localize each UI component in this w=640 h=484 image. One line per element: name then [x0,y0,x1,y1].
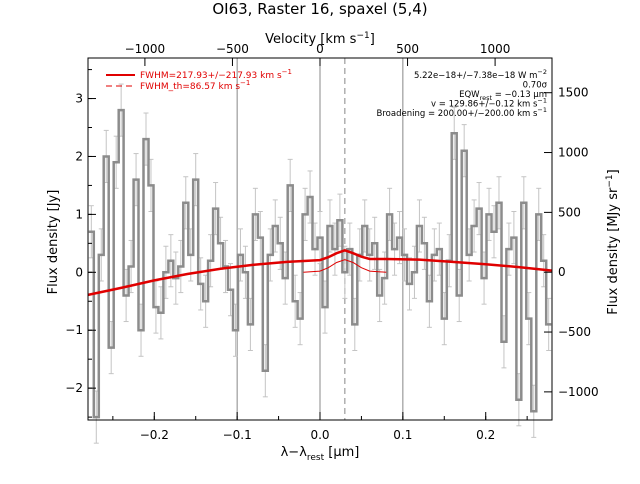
fit-annotation-sup-3: −1 [537,97,547,105]
plot-frame: −0.2 −0.1 0.0 0.1 0.2 −1000 −500 0 500 1000 −2 −1 0 1… [65,42,598,442]
top-tick-label: 500 [396,42,419,56]
legend-sup-1: −1 [240,79,250,87]
legend-sup-0: −1 [282,68,292,76]
x-tick-label: 0.0 [310,428,329,442]
top-tick-label: −500 [216,42,249,56]
fit-annotation-text-2: EQW [459,90,480,100]
y-tick-label: −2 [65,381,83,395]
fit-annotation-text-1: 0.70σ [523,81,548,91]
top-axis-label-text: Velocity [km s [265,32,357,47]
x-axis-label-sub: rest [307,453,325,463]
fit-line-continuum [87,248,553,297]
y-tick-label: 2 [75,149,83,163]
y-tick-label: 1 [75,207,83,221]
top-axis-label-end: ] [370,32,375,47]
legend-label-1: FWHM_th=86.57 km s [140,82,240,92]
y-axis-label-right-text: Flux density [MJy sr [606,187,621,315]
fit-annotation-2: EQWrest = −0.13 μm [459,90,547,102]
fit-annotation-text-3: v = 129.86+/−0.12 km s [431,100,538,110]
right-tick-label: 1500 [558,86,589,100]
x-tick-label: 0.1 [393,428,412,442]
chart-title: OI63, Raster 16, spaxel (5,4) [212,0,427,18]
right-tick-label: 500 [558,205,581,219]
fit-annotation-sup-0: −2 [537,68,547,76]
right-tick-label: −500 [558,325,591,339]
top-axis-label-sup: −1 [356,31,369,41]
y-axis-label-right-sup: −1 [605,174,615,187]
y-tick-label: 3 [75,92,83,106]
right-tick-label: 1000 [558,146,589,160]
fit-annotation-sup-4: −1 [537,106,547,114]
fit-annotation-1: 0.70σ [523,81,548,91]
y-axis-label-left: Flux density [Jy] [46,190,61,295]
fit-line-gaussian [303,259,387,273]
top-tick-label: 1000 [480,42,511,56]
x-axis-label: λ−λrest [μm] [281,445,360,463]
fit-annotation-text-4: Broadening = 200.00+/−200.00 km s [377,109,538,119]
flux-spectrum-step [88,108,552,419]
fit-annotation-sub-2: rest [480,94,493,102]
fit-annotation-3: v = 129.86+/−0.12 km s−1 [431,97,547,110]
y-axis-label-right: Flux density [MJy sr−1] [605,169,621,314]
legend: FWHM=217.93+/−217.93 km s−1FWHM_th=86.57… [106,68,292,92]
fit-annotation-tail-2: = −0.13 μm [492,90,547,100]
top-axis-label: Velocity [km s−1] [265,31,375,47]
y-tick-label: −1 [65,323,83,337]
fit-annotation-text-0: 5.22e−18+/−7.38e−18 W m [414,71,537,81]
top-tick-label: 0 [316,42,324,56]
legend-label-0: FWHM=217.93+/−217.93 km s [140,71,282,81]
top-tick-label: −1000 [125,42,166,56]
x-axis-label-unit: [μm] [324,445,359,460]
fit-annotation-4: Broadening = 200.00+/−200.00 km s−1 [377,106,547,119]
x-tick-label: −0.2 [140,428,169,442]
legend-entry-0: FWHM=217.93+/−217.93 km s−1 [140,68,292,81]
data-layer [87,58,553,444]
x-axis-label-text: λ−λ [281,445,308,460]
y-axis-label-right-end: ] [606,169,621,174]
fit-annotation-0: 5.22e−18+/−7.38e−18 W m−2 [414,68,547,81]
right-tick-label: −1000 [558,385,599,399]
legend-entry-1: FWHM_th=86.57 km s−1 [140,79,250,92]
x-tick-label: 0.2 [476,428,495,442]
right-tick-label: 0 [558,265,566,279]
x-tick-label: −0.1 [223,428,252,442]
y-tick-label: 0 [75,265,83,279]
